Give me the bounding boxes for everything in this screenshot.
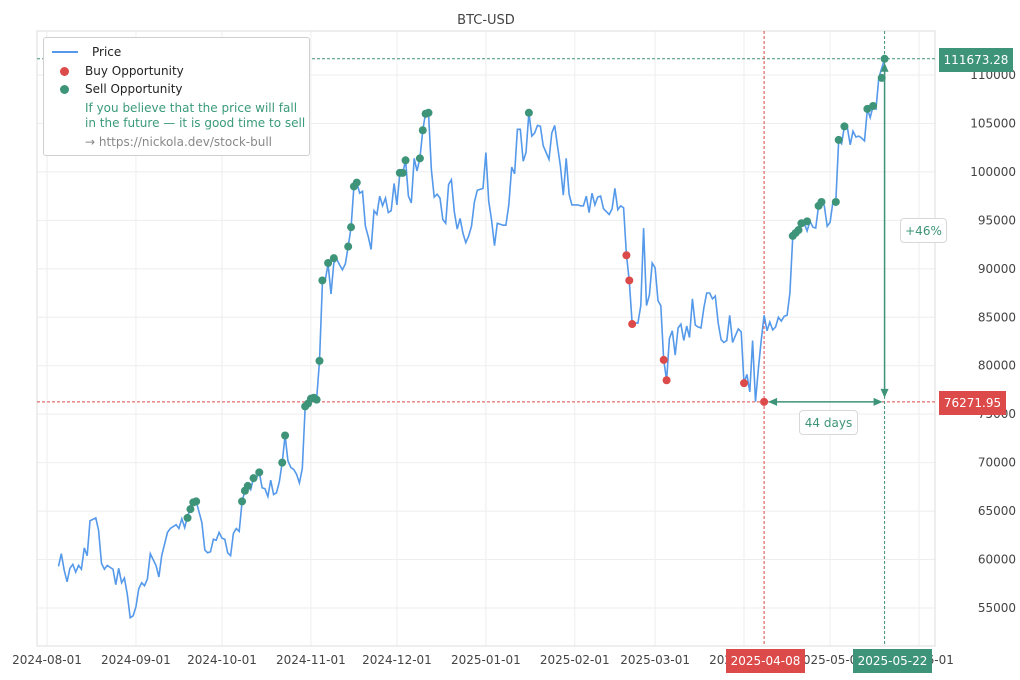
x-tick-label: 2024-08-01 — [12, 653, 82, 667]
legend-label-buy: Buy Opportunity — [85, 64, 184, 78]
buy-price-tag: 76271.95 — [939, 391, 1006, 415]
sell-point — [877, 73, 886, 82]
sell-point — [329, 254, 338, 263]
duration-arrow-head-right — [873, 397, 883, 406]
duration-annotation: 44 days — [799, 410, 858, 435]
sell-point — [817, 197, 826, 206]
sell-point — [238, 497, 247, 506]
sell-point — [794, 226, 803, 235]
y-tick-label: 100000 — [970, 165, 1016, 179]
price-series-line — [57, 58, 886, 620]
y-tick-label: 55000 — [978, 601, 1016, 615]
sell-point — [347, 223, 356, 232]
sell-point — [524, 108, 533, 117]
gain-arrow-head-bottom — [880, 388, 889, 398]
sell-point — [315, 356, 324, 365]
legend-link[interactable]: → https://nickola.dev/stock-bull — [85, 135, 272, 149]
sell-point — [243, 481, 252, 490]
buy-date-tag: 2025-04-08 — [726, 649, 805, 673]
sell-point — [255, 468, 264, 477]
buy-point — [659, 355, 668, 364]
y-tick-label: 85000 — [978, 310, 1016, 324]
chart-title: BTC-USD — [457, 13, 515, 28]
sell-price-tag: 111673.28 — [939, 48, 1013, 72]
buy-point — [662, 376, 671, 385]
x-tick-label: 2025-05-01 — [795, 653, 865, 667]
duration-arrow-head-left — [768, 397, 778, 406]
plot-frame — [36, 30, 936, 647]
legend-note-line2: in the future — it is good time to sell — [85, 116, 306, 130]
sell-point — [192, 497, 201, 506]
sell-point — [869, 102, 878, 111]
buy-point — [622, 251, 631, 260]
sell-point — [401, 156, 410, 165]
legend-item-buy: Buy Opportunity — [52, 64, 184, 78]
y-tick-label: 60000 — [978, 553, 1016, 567]
x-tick-label: 2025-01-01 — [451, 653, 521, 667]
sell-point — [312, 395, 321, 404]
x-tick-label: 2024-12-01 — [362, 653, 432, 667]
x-tick-label: 2024-09-01 — [101, 653, 171, 667]
legend-label-sell: Sell Opportunity — [85, 82, 183, 96]
sell-point — [352, 178, 361, 187]
gain-annotation: +46% — [900, 218, 947, 243]
price-swatch — [52, 51, 78, 53]
buy-point — [628, 320, 637, 329]
chart-grid — [37, 31, 935, 646]
sell-point — [398, 168, 407, 177]
sell-point — [318, 276, 327, 285]
y-tick-label: 65000 — [978, 504, 1016, 518]
x-tick-label: 2024-11-01 — [276, 653, 346, 667]
sell-point — [278, 458, 287, 467]
buy-point — [760, 397, 769, 406]
sell-point — [803, 217, 812, 226]
buy-point — [625, 276, 634, 285]
buy-swatch — [60, 66, 69, 76]
legend-label-price: Price — [92, 45, 122, 59]
y-tick-label: 95000 — [978, 213, 1016, 227]
sell-point — [880, 54, 889, 63]
sell-point — [324, 259, 333, 268]
x-tick-label: 2025-02-01 — [540, 653, 610, 667]
sell-point — [834, 135, 843, 144]
x-tick-label: 2024-10-01 — [187, 653, 257, 667]
sell-point — [415, 154, 424, 163]
x-tick-label: 2025-03-01 — [620, 653, 690, 667]
sell-point — [831, 197, 840, 206]
sell-date-tag: 2025-05-22 — [853, 649, 932, 673]
buy-opportunity-points — [622, 251, 769, 406]
sell-point — [418, 126, 427, 135]
sell-point — [424, 108, 433, 117]
sell-swatch — [60, 84, 69, 94]
legend-item-price: Price — [52, 45, 121, 59]
sell-point — [183, 513, 192, 522]
y-tick-label: 70000 — [978, 456, 1016, 470]
sell-point — [344, 242, 353, 251]
y-tick-label: 90000 — [978, 262, 1016, 276]
buy-point — [740, 379, 749, 388]
legend-note-line1: If you believe that the price will fall — [85, 101, 298, 115]
sell-point — [249, 474, 258, 483]
x-axis-ticks: 2024-08-01 2024-09-01 2024-10-01 2024-11-01… — [12, 653, 954, 667]
trade-arrows — [768, 62, 889, 406]
sell-opportunity-points — [183, 54, 889, 522]
sell-point — [281, 431, 290, 440]
legend-item-sell: Sell Opportunity — [52, 82, 183, 96]
y-tick-label: 80000 — [978, 359, 1016, 373]
y-axis-ticks: 5500060000650007000075000800008500090000… — [970, 68, 1016, 615]
y-tick-label: 105000 — [970, 116, 1016, 130]
sell-point — [840, 122, 849, 131]
gain-arrow-head-top — [880, 62, 889, 72]
sell-point — [186, 505, 195, 514]
chart-legend: Price Buy Opportunity Sell Opportunity I… — [43, 37, 310, 156]
